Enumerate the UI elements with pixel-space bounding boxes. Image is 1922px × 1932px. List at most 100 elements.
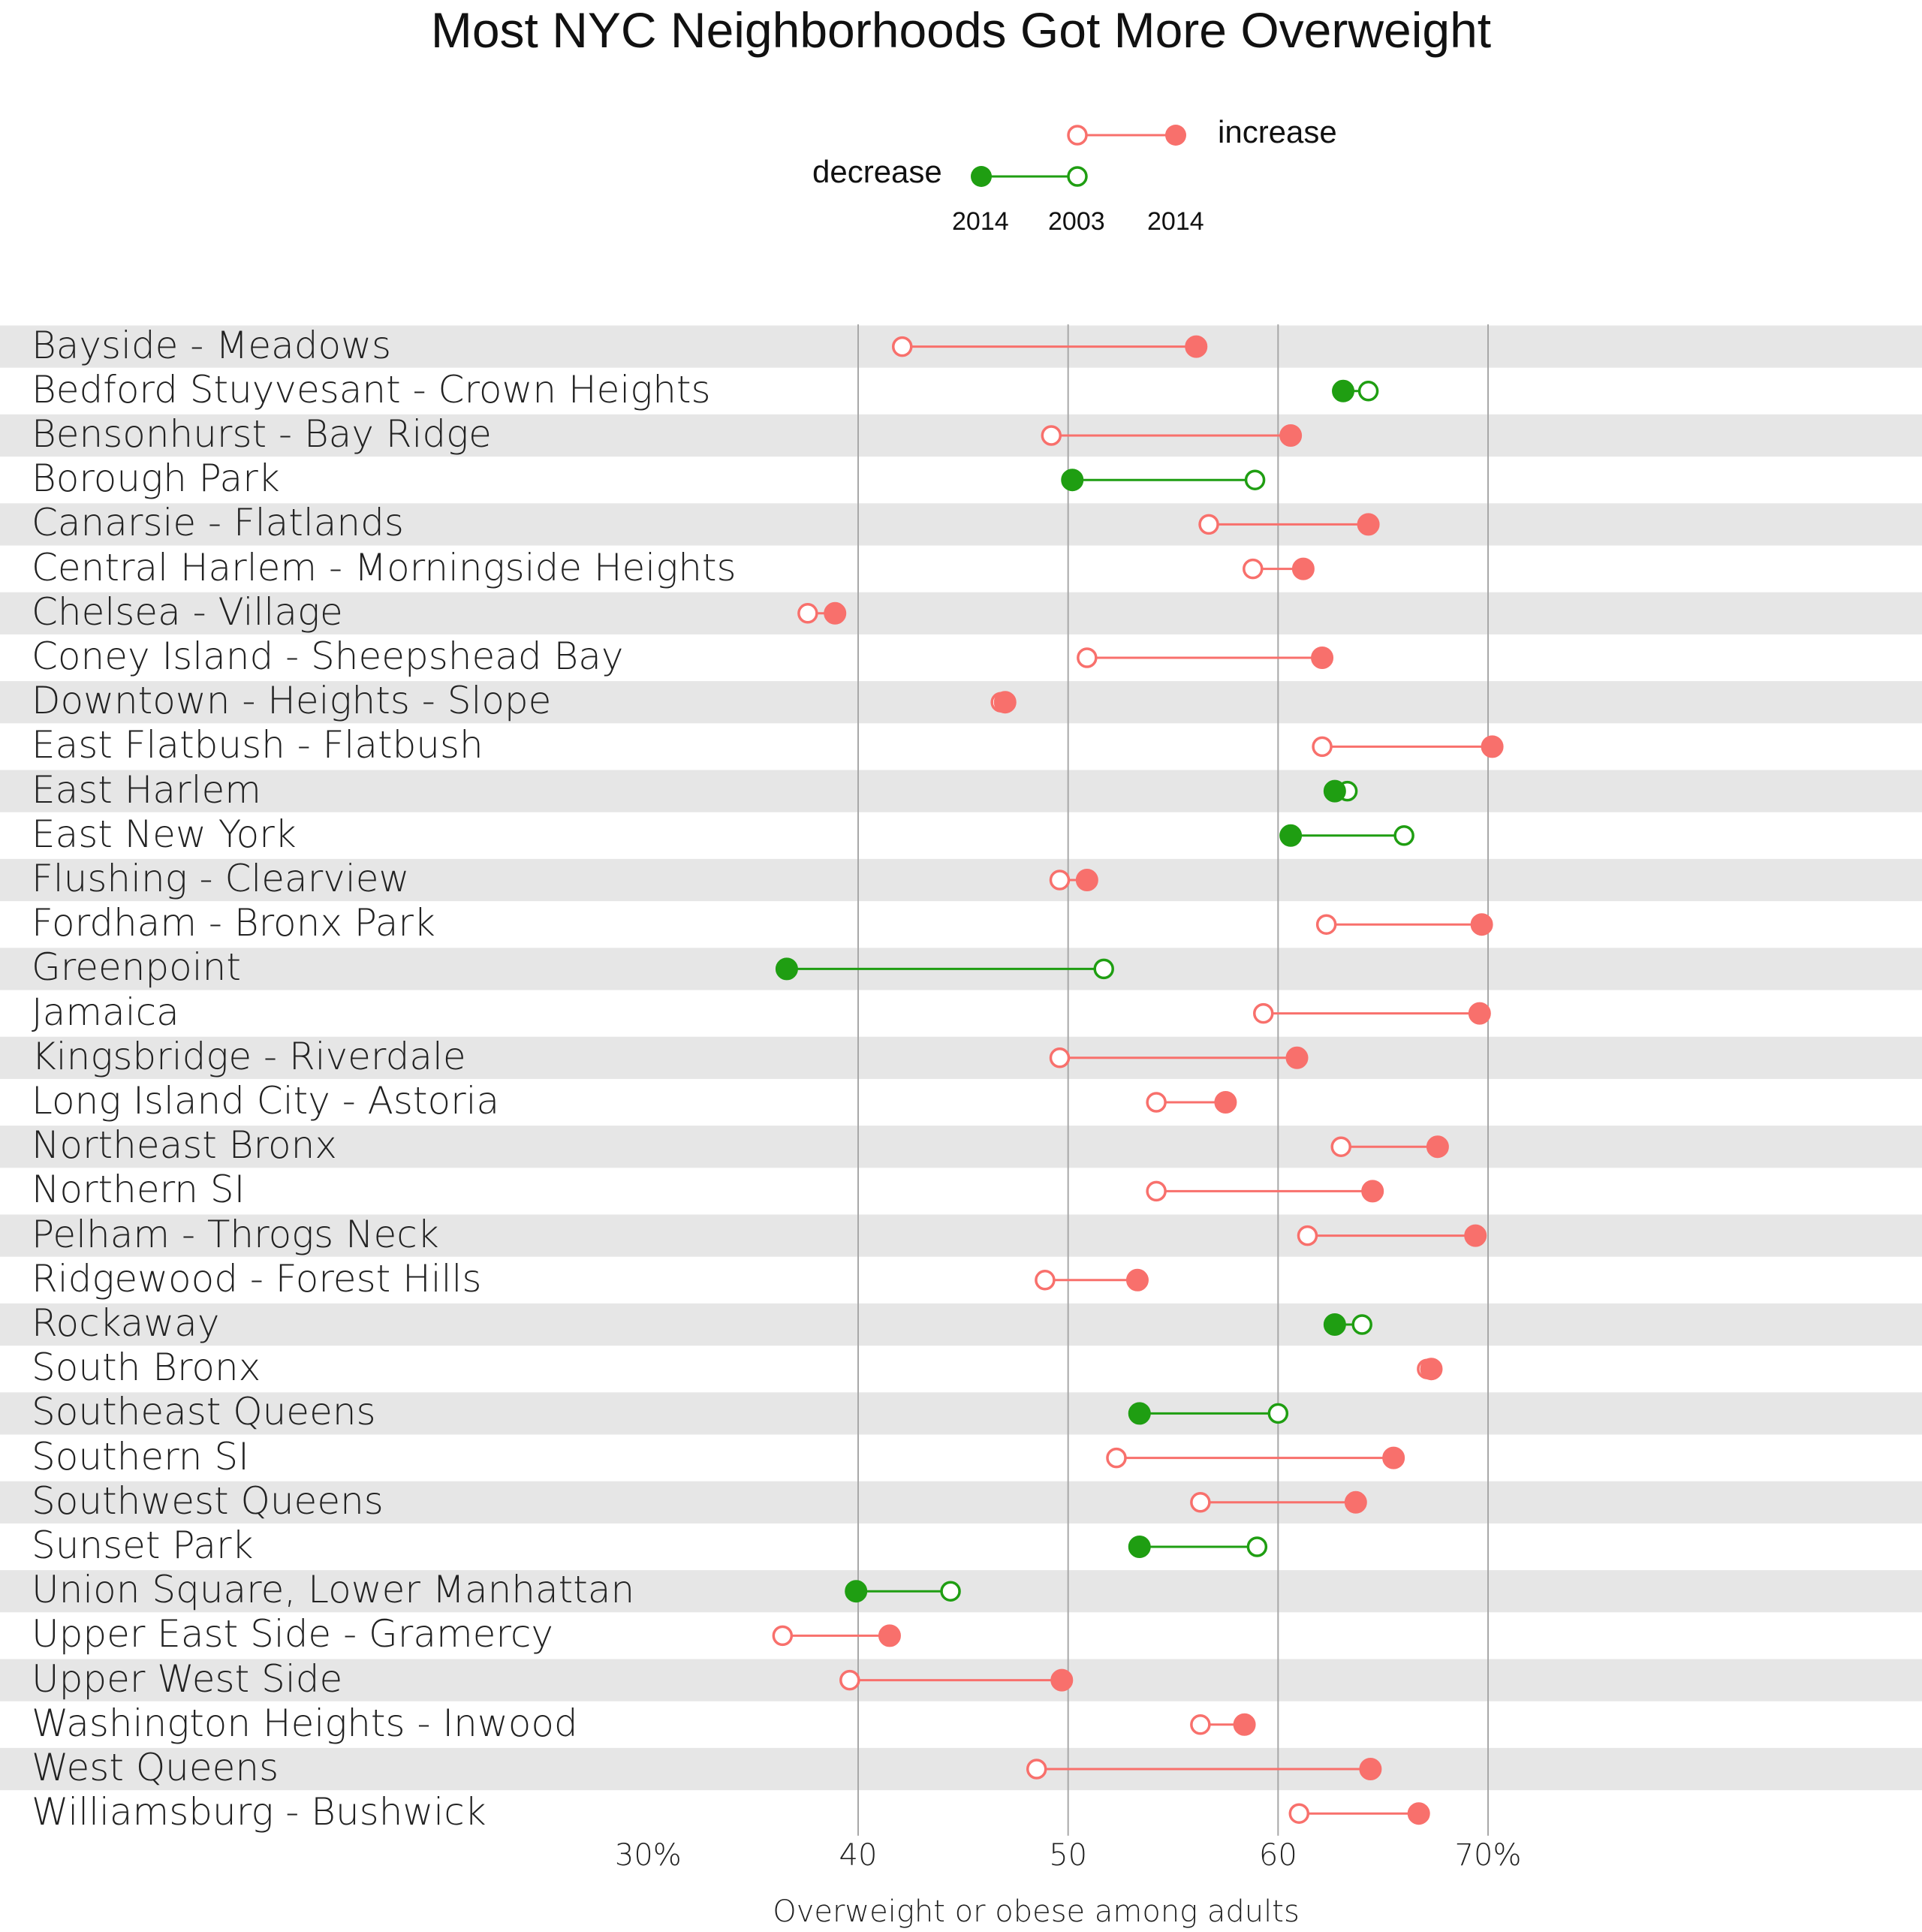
dumbbell-row (1323, 1313, 1372, 1336)
point-2003 (1093, 958, 1114, 980)
row-label: Pelham - Throgs Neck (32, 1212, 439, 1256)
row-label: East New York (32, 812, 297, 856)
point-2003 (772, 1625, 794, 1647)
row-label: Sunset Park (32, 1524, 254, 1567)
point-2014 (1481, 735, 1504, 758)
x-tick-label: 40 (839, 1838, 878, 1873)
dumbbell-row (775, 957, 1114, 981)
row-label: Kingsbridge - Riverdale (32, 1034, 466, 1078)
row-label: Washington Heights - Inwood (32, 1701, 578, 1745)
dumbbell-row (1128, 1402, 1289, 1425)
row-band (0, 1214, 1922, 1257)
point-2014 (1125, 1268, 1149, 1292)
point-2003 (1297, 1225, 1318, 1246)
dumbbell-row (1279, 824, 1414, 847)
point-2014 (1332, 379, 1355, 402)
row-label: Canarsie - Flatlands (32, 501, 404, 545)
dumbbell-row (1077, 647, 1334, 669)
point-2014 (1407, 1802, 1430, 1825)
dumbbell-row (1035, 1268, 1149, 1292)
dumbbell-row (1253, 1002, 1491, 1025)
point-2003 (1049, 870, 1071, 891)
point-2003 (1049, 1047, 1071, 1068)
dumbbell-row (1297, 1224, 1487, 1247)
dumbbell-row (1041, 424, 1303, 447)
dumbbell-row (1128, 1536, 1268, 1558)
dumbbell-row (891, 335, 1208, 358)
point-2014 (1311, 647, 1334, 669)
point-2003 (1106, 1447, 1127, 1469)
row-label: Bayside - Meadows (32, 323, 392, 367)
point-2003 (1351, 1314, 1372, 1335)
row-label: Fordham - Bronx Park (32, 901, 435, 945)
legend-decrease-label: decrease (812, 154, 942, 189)
point-2003 (797, 603, 818, 624)
row-label: Long Island City - Astoria (32, 1079, 500, 1123)
point-2014 (1359, 1758, 1382, 1780)
point-2003 (1244, 469, 1266, 490)
point-2003 (1190, 1492, 1211, 1513)
point-2003 (1041, 425, 1062, 446)
x-tick-label: 60 (1258, 1838, 1297, 1873)
point-2014 (1061, 469, 1084, 492)
row-label: Bedford Stuyvesant - Crown Heights (32, 367, 711, 411)
dumbbell-row (1288, 1802, 1430, 1825)
row-label: Coney Island - Sheepshead Bay (32, 634, 624, 678)
point-2003 (1243, 558, 1264, 580)
dumbbell-row (797, 601, 847, 625)
point-2014 (1464, 1224, 1487, 1247)
row-band (0, 681, 1922, 724)
legend-decrease-2003 (1067, 166, 1088, 187)
dumbbell-row (990, 691, 1017, 714)
point-2014 (1128, 1536, 1151, 1558)
row-band (0, 770, 1922, 812)
point-2003 (1267, 1403, 1289, 1424)
point-2014 (1323, 1313, 1346, 1336)
row-band (0, 1036, 1922, 1079)
dumbbell-row (772, 1624, 901, 1647)
row-label: Jamaica (32, 990, 179, 1034)
row-label: Downtown - Heights - Slope (32, 679, 552, 723)
x-axis-label: Overweight or obese among adults (773, 1894, 1300, 1929)
dumbbell-row (1323, 779, 1358, 803)
point-2014 (1357, 513, 1380, 536)
point-2014 (845, 1580, 868, 1603)
legend-year-2014-right: 2014 (1147, 207, 1204, 236)
legend-year-2003: 2003 (1048, 207, 1105, 236)
x-tick-label: 30% (614, 1838, 682, 1873)
row-band (0, 592, 1922, 634)
point-2003 (1357, 381, 1379, 402)
row-label: Williamsburg - Bushwick (32, 1790, 487, 1834)
point-2014 (1214, 1091, 1237, 1114)
point-2014 (775, 957, 798, 981)
row-label: Bensonhurst - Bay Ridge (32, 412, 492, 456)
point-2014 (1426, 1135, 1449, 1159)
row-label: Upper West Side (32, 1656, 343, 1701)
dumbbell-row (1198, 513, 1380, 536)
point-2014 (1361, 1180, 1384, 1203)
row-label: West Queens (32, 1746, 279, 1789)
row-band (0, 1481, 1922, 1524)
row-label: Greenpoint (32, 945, 241, 990)
row-label: Southeast Queens (32, 1390, 376, 1434)
row-band (0, 414, 1922, 457)
dumbbell-row (1417, 1358, 1443, 1381)
legend-increase-2014 (1165, 125, 1186, 146)
point-2003 (1198, 514, 1219, 535)
point-2014 (1323, 779, 1346, 803)
point-2014 (1185, 335, 1208, 358)
point-2014 (1291, 557, 1315, 580)
row-label: East Harlem (32, 767, 261, 812)
dumbbell-row (1026, 1758, 1382, 1780)
dumbbell-row (1243, 557, 1315, 580)
point-2014 (1285, 1046, 1309, 1069)
legend-increase-2003 (1067, 125, 1088, 146)
x-tick-label: 50 (1049, 1838, 1088, 1873)
row-label: Central Harlem - Morningside Heights (32, 545, 737, 589)
dumbbell-row (1312, 735, 1504, 758)
dumbbell-row (1332, 379, 1379, 402)
dumbbell-row (1190, 1490, 1367, 1514)
point-2014 (1344, 1490, 1367, 1514)
